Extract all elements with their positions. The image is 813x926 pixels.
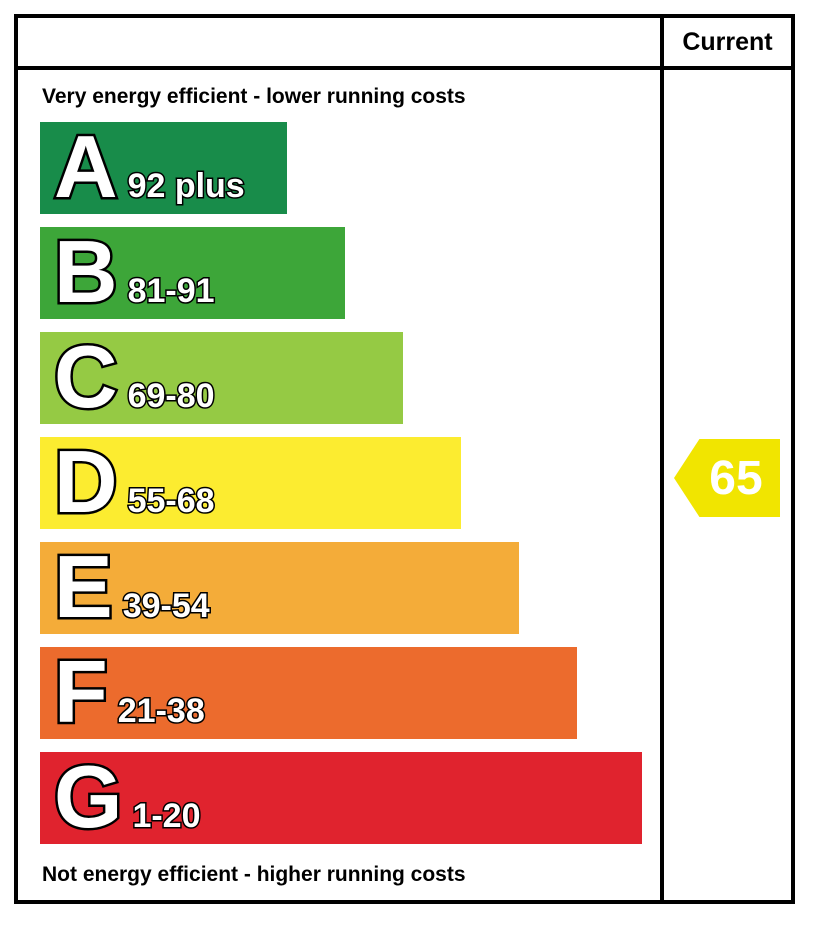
band-letter: F <box>52 642 111 741</box>
band-bar-e: E 39-54 <box>40 537 519 636</box>
band-range: 92 plus <box>126 166 246 207</box>
header-row: Current <box>18 18 791 70</box>
band-letter: A <box>52 117 121 216</box>
current-rating-value: 65 <box>709 451 763 505</box>
chart-body: Very energy efficient - lower running co… <box>18 70 791 900</box>
band-letter: D <box>52 432 121 531</box>
band-row-a: A 92 plus <box>40 117 660 216</box>
band-range: 81-91 <box>126 271 216 312</box>
band-range: 1-20 <box>131 796 202 837</box>
band-letter: G <box>51 747 124 846</box>
band-letter: C <box>52 327 121 426</box>
band-row-d: D 55-68 <box>40 432 660 531</box>
band-row-c: C 69-80 <box>40 327 660 426</box>
top-efficiency-label: Very energy efficient - lower running co… <box>42 85 466 108</box>
band-bar-b: B 81-91 <box>40 222 345 321</box>
band-range: 21-38 <box>116 691 206 732</box>
band-range: 39-54 <box>121 586 211 627</box>
current-column: 65 <box>660 70 791 900</box>
band-row-g: G 1-20 <box>40 747 660 846</box>
band-bar-f: F 21-38 <box>40 642 577 741</box>
bands-panel: Very energy efficient - lower running co… <box>18 70 660 900</box>
band-letter: B <box>52 222 121 321</box>
band-bar-g: G 1-20 <box>40 747 642 846</box>
band-range: 55-68 <box>126 481 216 522</box>
header-spacer <box>18 18 660 66</box>
band-bar-d: D 55-68 <box>40 432 461 531</box>
bands-container: A 92 plus B 81-91 C 69-80 D 55-68 E 39-54 F 21-38 G 1… <box>40 117 660 846</box>
band-range: 69-80 <box>126 376 216 417</box>
current-column-header: Current <box>660 18 791 66</box>
band-bar-a: A 92 plus <box>40 117 287 216</box>
bottom-efficiency-label: Not energy efficient - higher running co… <box>42 863 466 886</box>
band-row-b: B 81-91 <box>40 222 660 321</box>
band-letter: E <box>52 537 116 636</box>
band-row-e: E 39-54 <box>40 537 660 636</box>
band-row-f: F 21-38 <box>40 642 660 741</box>
epc-table: Current Very energy efficient - lower ru… <box>14 14 795 904</box>
current-rating-arrow: 65 <box>674 439 780 517</box>
band-bar-c: C 69-80 <box>40 327 403 426</box>
